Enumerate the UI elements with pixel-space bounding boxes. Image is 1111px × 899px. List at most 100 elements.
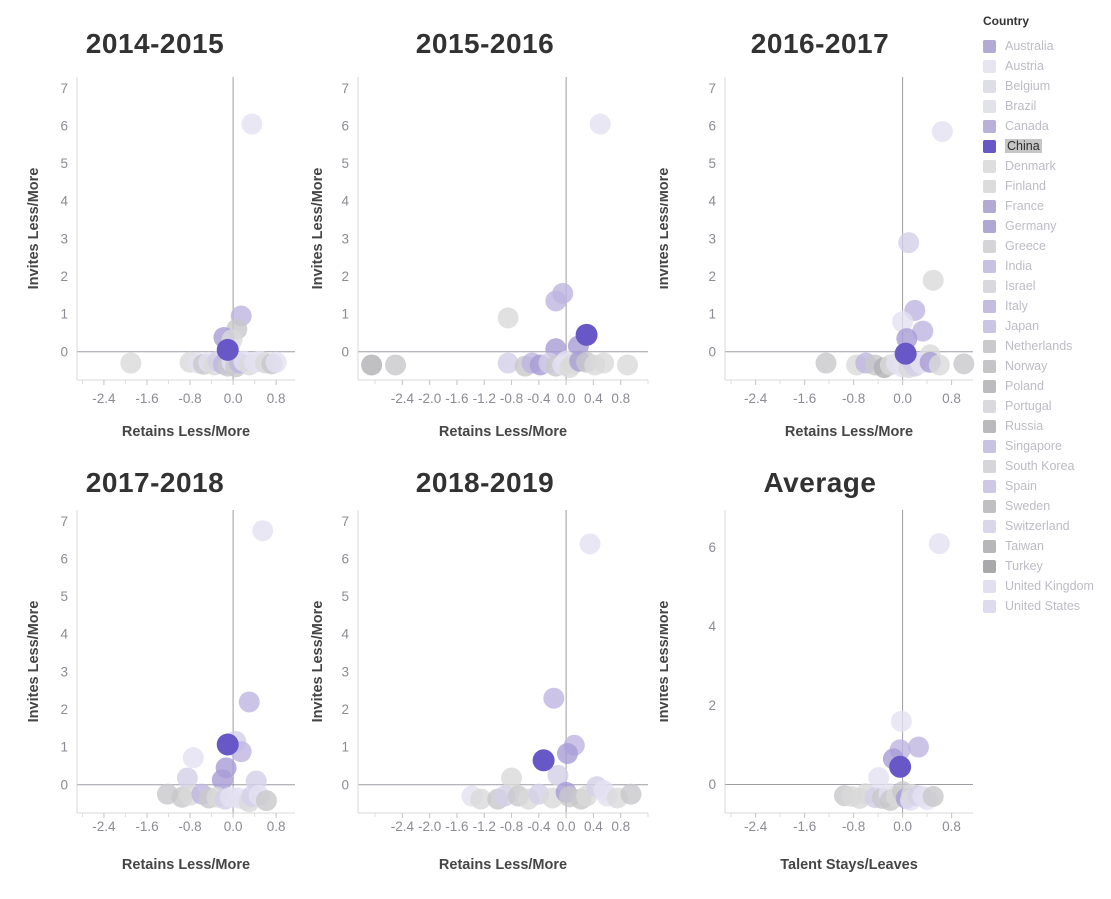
legend-item-russia[interactable]: Russia	[983, 416, 1111, 436]
data-point[interactable]	[255, 790, 277, 812]
legend-item-label: United States	[1005, 599, 1081, 613]
data-point[interactable]	[815, 352, 837, 374]
legend-item-finland[interactable]: Finland	[983, 176, 1111, 196]
data-point[interactable]	[908, 736, 930, 758]
y-tick-label: 6	[60, 118, 68, 133]
data-point[interactable]	[238, 691, 260, 713]
legend-item-taiwan[interactable]: Taiwan	[983, 536, 1111, 556]
x-tick-label: -2.0	[418, 391, 441, 406]
legend-item-germany[interactable]: Germany	[983, 216, 1111, 236]
legend-item-austria[interactable]: Austria	[983, 56, 1111, 76]
legend-item-canada[interactable]: Canada	[983, 116, 1111, 136]
data-point[interactable]	[543, 687, 565, 709]
legend-item-poland[interactable]: Poland	[983, 376, 1111, 396]
data-point[interactable]	[120, 352, 142, 374]
data-point[interactable]	[470, 788, 492, 810]
legend-item-france[interactable]: France	[983, 196, 1111, 216]
legend-item-norway[interactable]: Norway	[983, 356, 1111, 376]
data-point[interactable]	[953, 353, 975, 375]
scatter-plot[interactable]: -2.4 -1.6 -0.8 0.0 0.8 0 2 4 6 Talent Stays/Leave…	[660, 455, 980, 899]
legend-item-portugal[interactable]: Portugal	[983, 396, 1111, 416]
data-point[interactable]	[912, 320, 934, 342]
legend-item-belgium[interactable]: Belgium	[983, 76, 1111, 96]
scatter-plot[interactable]: -2.4 -1.6 -0.8 0.0 0.8 0 1 2 3 4 5 6 7 Retains Less/M…	[660, 0, 980, 455]
x-tick-label: -1.6	[793, 391, 816, 406]
data-point[interactable]	[868, 766, 890, 788]
data-point[interactable]	[252, 520, 274, 542]
data-point-china[interactable]	[216, 733, 239, 756]
data-point-china[interactable]	[889, 755, 912, 778]
legend-item-japan[interactable]: Japan	[983, 316, 1111, 336]
legend-item-brazil[interactable]: Brazil	[983, 96, 1111, 116]
data-point-china[interactable]	[216, 338, 239, 361]
data-point[interactable]	[922, 269, 944, 291]
legend-item-united-states[interactable]: United States	[983, 596, 1111, 616]
scatter-plot[interactable]: -2.4 -1.6 -0.8 0.0 0.8 0 1 2 3 4 5 6 7 Retains Less/M…	[0, 455, 310, 899]
data-point[interactable]	[547, 764, 569, 786]
color-swatch-icon	[983, 539, 996, 553]
data-point[interactable]	[579, 533, 601, 555]
data-point[interactable]	[211, 769, 233, 791]
data-point-china[interactable]	[532, 749, 555, 772]
data-point[interactable]	[265, 351, 287, 373]
legend-item-sweden[interactable]: Sweden	[983, 496, 1111, 516]
data-point[interactable]	[182, 747, 204, 769]
data-point[interactable]	[385, 354, 407, 376]
axes: -2.4 -1.6 -0.8 0.0 0.8 0 1 2 3 4 5 6 7 Retains Less/M…	[26, 77, 295, 440]
data-point[interactable]	[928, 533, 950, 555]
scatter-panel-2017-2018: 2017-2018 -2.4 -1.6 -0.8 0.0 0.8 0 1 2 3 4 5 6 7 Reta…	[0, 455, 310, 899]
data-point[interactable]	[361, 354, 383, 376]
legend-item-greece[interactable]: Greece	[983, 236, 1111, 256]
data-point[interactable]	[617, 354, 639, 376]
y-tick-label: 7	[341, 81, 349, 96]
data-point[interactable]	[931, 121, 953, 143]
legend-item-singapore[interactable]: Singapore	[983, 436, 1111, 456]
data-point[interactable]	[241, 113, 263, 135]
legend-item-turkey[interactable]: Turkey	[983, 556, 1111, 576]
y-tick-label: 6	[60, 551, 68, 566]
scatter-plot[interactable]: -2.4 -1.6 -0.8 0.0 0.8 0 1 2 3 4 5 6 7 Retains Less/M…	[0, 0, 310, 455]
legend-item-india[interactable]: India	[983, 256, 1111, 276]
legend-item-label: Spain	[1005, 479, 1037, 493]
data-point[interactable]	[545, 290, 567, 312]
legend-item-denmark[interactable]: Denmark	[983, 156, 1111, 176]
legend-item-china[interactable]: China	[983, 136, 1111, 156]
scatter-plot[interactable]: -2.4 -2.0 -1.6 -1.2 -0.8 -0.4 0.0 0.4 0.8 0 1 2 3 4 5 6…	[310, 0, 660, 455]
legend-item-spain[interactable]: Spain	[983, 476, 1111, 496]
data-point[interactable]	[898, 232, 920, 254]
legend-item-australia[interactable]: Australia	[983, 36, 1111, 56]
data-point[interactable]	[928, 354, 950, 376]
data-point[interactable]	[620, 783, 642, 805]
scatter-panel-average: Average -2.4 -1.6 -0.8 0.0 0.8 0 2 4 6 Talent Sta…	[660, 455, 980, 899]
data-point-china[interactable]	[575, 323, 598, 346]
legend-item-label: South Korea	[1005, 459, 1075, 473]
data-point[interactable]	[176, 767, 198, 789]
data-point[interactable]	[589, 113, 611, 135]
x-axis-title: Retains Less/More	[439, 424, 567, 440]
color-swatch-icon	[983, 599, 996, 613]
data-point[interactable]	[593, 352, 615, 374]
data-point[interactable]	[556, 743, 578, 765]
data-point[interactable]	[497, 352, 519, 374]
y-tick-label: 0	[341, 344, 349, 359]
y-tick-label: 3	[708, 231, 716, 246]
data-point-china[interactable]	[894, 342, 917, 365]
y-tick-label: 3	[341, 231, 349, 246]
legend-item-label: Turkey	[1005, 559, 1043, 573]
data-point[interactable]	[501, 767, 523, 789]
data-point[interactable]	[497, 307, 519, 329]
data-point[interactable]	[892, 311, 914, 333]
legend-item-switzerland[interactable]: Switzerland	[983, 516, 1111, 536]
legend-item-israel[interactable]: Israel	[983, 276, 1111, 296]
legend-item-south-korea[interactable]: South Korea	[983, 456, 1111, 476]
scatter-plot[interactable]: -2.4 -2.0 -1.6 -1.2 -0.8 -0.4 0.0 0.4 0.8 0 1 2 3 4 5 6…	[310, 455, 660, 899]
legend-item-italy[interactable]: Italy	[983, 296, 1111, 316]
x-axis-title: Retains Less/More	[785, 424, 913, 440]
data-point[interactable]	[890, 710, 912, 732]
legend-item-label: Austria	[1005, 59, 1044, 73]
data-points	[461, 533, 642, 810]
data-point[interactable]	[922, 785, 944, 807]
legend-item-netherlands[interactable]: Netherlands	[983, 336, 1111, 356]
legend-item-united-kingdom[interactable]: United Kingdom	[983, 576, 1111, 596]
